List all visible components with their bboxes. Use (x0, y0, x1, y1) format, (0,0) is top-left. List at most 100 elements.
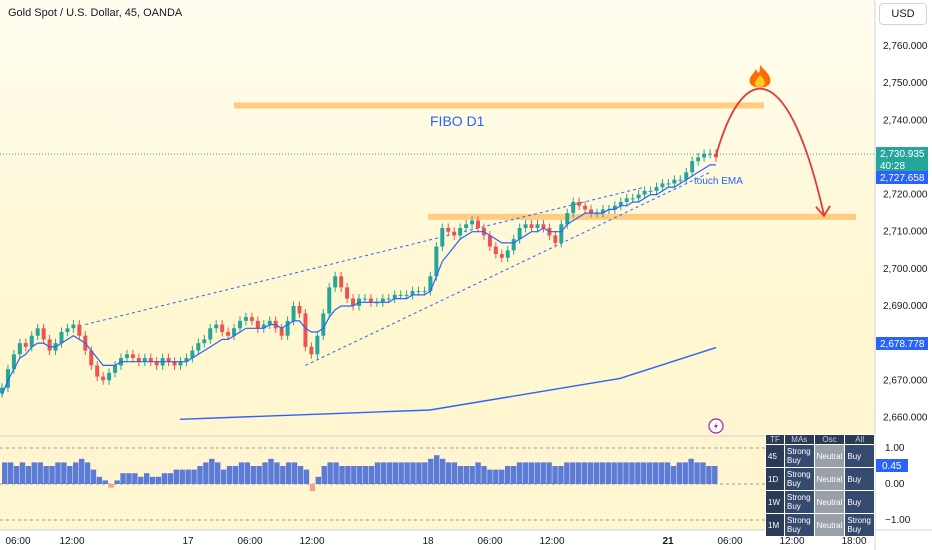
candle-body (267, 320, 272, 325)
last-price-label-text: 40:28 (880, 161, 905, 172)
indicator-bar (126, 473, 132, 484)
candle-body (351, 298, 356, 306)
candle-body (5, 369, 10, 388)
candle (232, 323, 237, 341)
candle-body (35, 328, 40, 336)
candle-body (493, 246, 498, 254)
indicator-tick: −1.00 (885, 515, 911, 526)
indicator-bar (629, 462, 635, 484)
candle-body (309, 346, 314, 355)
time-tick: 12:00 (779, 536, 804, 547)
indicator-bar (215, 462, 221, 484)
candle-body (386, 298, 391, 300)
candle (71, 320, 76, 333)
indicator-bar (25, 466, 32, 484)
row-mas: Strong Buy (784, 444, 815, 468)
candle-body (362, 298, 367, 300)
candle-body (499, 254, 504, 258)
candle-body (511, 239, 516, 251)
candle (124, 349, 129, 363)
indicator-bar (226, 466, 233, 484)
candle-body (684, 172, 689, 180)
candle-body (249, 317, 254, 321)
indicator-bar (386, 462, 393, 484)
currency-button[interactable]: USD (879, 3, 927, 25)
indicator-bar (303, 469, 310, 484)
indicator-bar (256, 466, 262, 484)
candle-body (279, 328, 284, 336)
indicator-bar (611, 462, 617, 484)
indicator-bar (268, 458, 274, 484)
candle (571, 197, 576, 218)
indicator-bar (161, 473, 168, 484)
ema-slow-line (179, 346, 717, 420)
indicator-bar (546, 462, 552, 484)
indicator-bar (540, 462, 546, 484)
indicator-bar (694, 462, 700, 484)
indicator-bar (463, 466, 469, 484)
candle-body (428, 276, 433, 292)
indicator-bar (428, 458, 434, 484)
indicator-bar (96, 476, 103, 484)
candle-body (243, 317, 248, 321)
indicator-bar (78, 458, 85, 484)
candle (636, 190, 641, 203)
candle (351, 294, 356, 311)
candle-body (89, 350, 94, 366)
indicator-bar (144, 473, 150, 484)
indicator-bar (351, 466, 357, 484)
candle (422, 286, 427, 296)
time-tick: 12:00 (299, 536, 324, 547)
candle (612, 201, 617, 214)
candle (380, 294, 385, 307)
candle-body (600, 209, 605, 214)
ema-fast-value-label-text: 2,727.658 (880, 173, 925, 184)
candle (666, 178, 671, 188)
signal-row: 1W Strong Buy Neutral Buy (765, 490, 875, 514)
candle-body (589, 209, 594, 214)
candle-body (654, 187, 659, 191)
indicator-tick: 1.00 (885, 443, 905, 454)
candle-body (113, 365, 118, 373)
candle (29, 331, 34, 352)
candle-body (642, 190, 647, 195)
price-tick: 2,740.000 (883, 115, 928, 126)
candle (487, 230, 492, 252)
candle-body (571, 202, 576, 214)
indicator-bar (37, 462, 43, 484)
candle-body (440, 228, 445, 247)
candle (41, 323, 46, 344)
candle-body (624, 198, 629, 202)
row-all: Strong Buy (844, 513, 875, 537)
candle (154, 357, 159, 370)
candle (166, 353, 171, 367)
indicator-bar (682, 462, 688, 484)
indicator-bar (516, 462, 523, 484)
candle (65, 323, 70, 337)
candle-body (404, 294, 409, 296)
candle (702, 149, 707, 162)
chart-title: Gold Spot / U.S. Dollar, 45, OANDA (8, 7, 183, 19)
signal-row: 45 Strong Buy Neutral Buy (765, 444, 875, 468)
ema-annotation-label: touch EMA (694, 176, 743, 187)
candle-body (297, 306, 302, 314)
candle (202, 334, 207, 348)
indicator-bar (149, 476, 156, 484)
ema-fast-value-label: 2,727.658 (876, 171, 928, 184)
candle-body (535, 224, 540, 228)
candle-body (202, 339, 207, 344)
candle (95, 360, 100, 382)
candle (630, 193, 635, 203)
indicator-bar (220, 469, 227, 484)
candle-body (559, 224, 564, 243)
candle (618, 197, 623, 211)
candle-body (660, 183, 665, 188)
candle-body (446, 228, 451, 232)
candle (511, 234, 516, 255)
indicator-value-label: 0.45 (876, 459, 908, 472)
candle-body (261, 324, 266, 329)
candle (600, 204, 605, 218)
indicator-bar (197, 466, 203, 484)
